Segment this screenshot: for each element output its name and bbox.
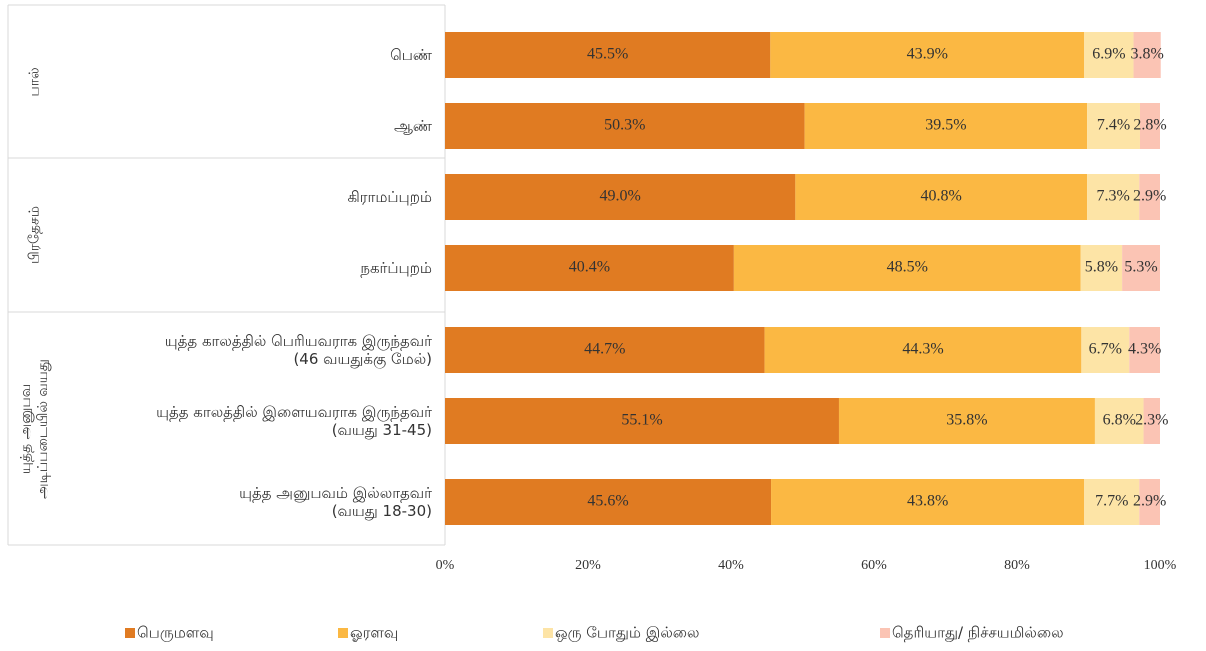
bar-segment [1084,32,1134,78]
bar-segment [445,398,839,444]
category-label: பெண் [390,46,432,64]
bar-segment [1087,174,1140,220]
category-label: கிராமப்புறம் [347,188,432,206]
legend-swatch [338,628,348,638]
bar-segment [445,174,796,220]
data-label: 40.4% [569,259,610,276]
data-label: 48.5% [887,259,928,276]
bar-segment [1133,32,1161,78]
bar-segment [1139,103,1160,149]
category-label: ஆண் [393,117,432,135]
bar-segment [795,174,1088,220]
bar-segment [733,245,1081,291]
data-label: 5.8% [1085,259,1118,276]
data-label: 45.5% [587,46,628,63]
bar-segment [445,327,765,373]
legend-label: ஓரளவு [350,624,398,642]
bar-segment [1139,174,1160,220]
data-label: 2.9% [1133,493,1166,510]
data-label: 2.9% [1133,188,1166,205]
bar-segment [1084,479,1140,525]
bar-segment [771,479,1085,525]
legend-swatch [543,628,553,638]
bar-segment [770,32,1085,78]
data-label: 35.8% [946,412,987,429]
data-label: 6.7% [1089,341,1122,358]
data-label: 5.3% [1124,259,1157,276]
data-label: 55.1% [621,412,662,429]
data-label: 49.0% [600,188,641,205]
x-tick-label: 0% [436,558,455,573]
x-tick-label: 20% [575,558,601,573]
bar-segment [1087,103,1140,149]
data-label: 4.3% [1128,341,1161,358]
legend-label: ஒரு போதும் இல்லை [555,624,699,642]
data-label: 3.8% [1130,46,1163,63]
bar-segment [838,398,1095,444]
bar-segment [1122,245,1160,291]
category-label: யுத்த காலத்தில் பெரியவராக இருந்தவர் (46 … [164,332,432,368]
bar-segment [1143,398,1160,444]
data-label: 43.8% [907,493,948,510]
bar-segment [1129,327,1160,373]
bar-segment [1094,398,1144,444]
legend-label: தெரியாது/ நிச்சயமில்லை [892,624,1064,642]
bar-segment [804,103,1088,149]
category-label: யுத்த காலத்தில் இளையவராக இருந்தவர் (வயது… [156,403,432,439]
data-label: 7.3% [1097,188,1130,205]
bar-segment [764,327,1082,373]
bar-segment [445,32,771,78]
group-label: பிரதேசம் [26,205,43,265]
data-label: 44.7% [584,341,625,358]
group-label: பால் [26,66,43,97]
group-label: யுத்த அனுபவ அடிப்படையில் வயது [18,358,51,499]
bar-segment [1080,245,1123,291]
data-label: 7.7% [1095,493,1128,510]
x-tick-label: 100% [1144,558,1177,573]
bar-segment [445,245,734,291]
data-label: 7.4% [1097,117,1130,134]
legend-label: பெருமளவு [137,624,214,642]
x-tick-label: 80% [1004,558,1030,573]
data-label: 43.9% [907,46,948,63]
bar-segment [1139,479,1160,525]
data-label: 2.3% [1135,412,1168,429]
bar-segment [445,103,805,149]
bar-segment [1081,327,1130,373]
data-label: 40.8% [921,188,962,205]
category-label: யுத்த அனுபவம் இல்லாதவர் (வயது 18-30) [239,484,432,520]
data-label: 2.8% [1133,117,1166,134]
data-label: 6.8% [1103,412,1136,429]
x-tick-label: 40% [718,558,744,573]
data-label: 45.6% [587,493,628,510]
bar-segment [445,479,772,525]
x-tick-label: 60% [861,558,887,573]
data-label: 6.9% [1092,46,1125,63]
category-label: நகர்ப்புறம் [360,259,432,277]
legend-swatch [880,628,890,638]
legend-swatch [125,628,135,638]
data-label: 50.3% [604,117,645,134]
data-label: 44.3% [902,341,943,358]
data-label: 39.5% [925,117,966,134]
